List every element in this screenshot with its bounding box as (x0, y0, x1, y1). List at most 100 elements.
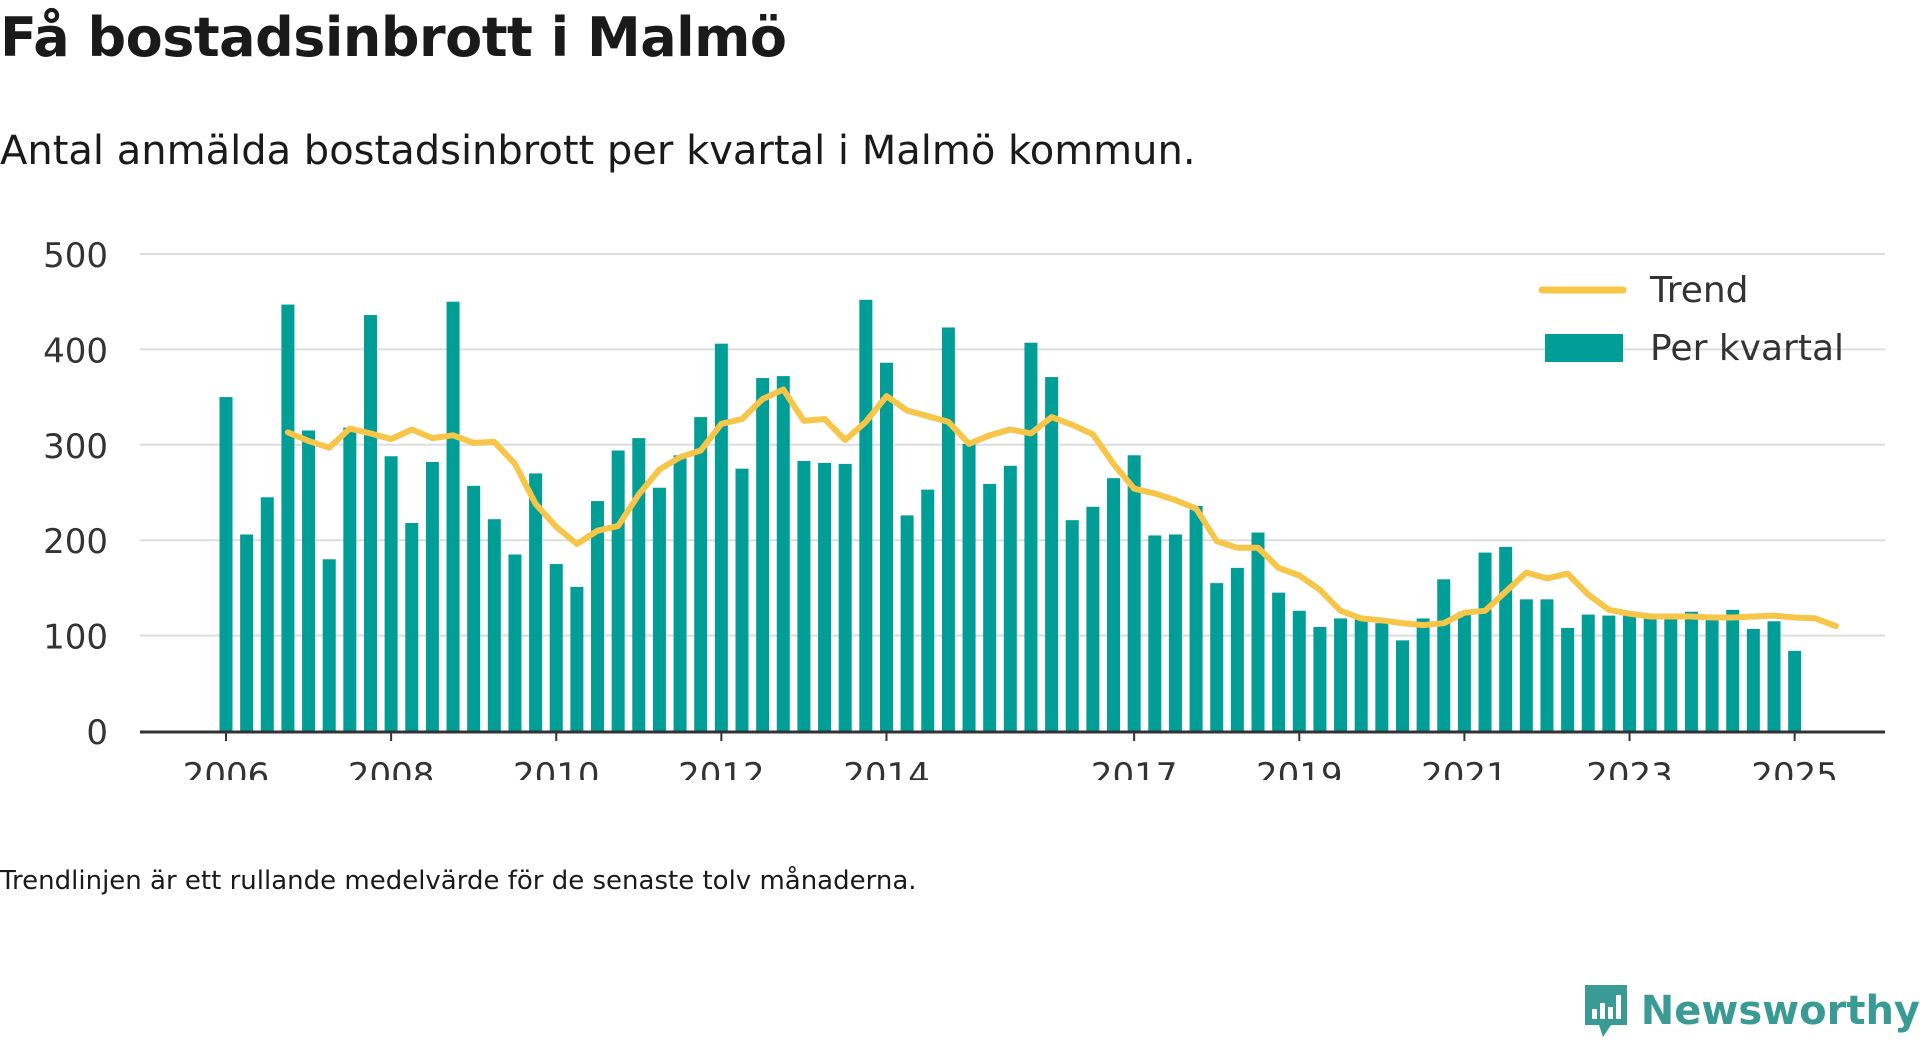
bar (921, 489, 935, 731)
x-tick-label: 2006 (183, 756, 270, 780)
x-tick-label: 2019 (1256, 756, 1343, 780)
bar (1003, 465, 1017, 731)
bar (1168, 534, 1182, 731)
bar (384, 456, 398, 731)
x-tick-label: 2010 (513, 756, 600, 780)
bar (879, 362, 893, 731)
bar (446, 301, 460, 731)
bar (900, 515, 914, 731)
bar (570, 586, 584, 731)
bar (673, 455, 687, 731)
bar (467, 485, 481, 731)
bar (591, 501, 605, 731)
bar (1313, 627, 1327, 731)
bar (1664, 615, 1678, 731)
legend-trend-label: Trend (1649, 270, 1749, 311)
x-tick-label: 2008 (348, 756, 435, 780)
x-tick-label: 2014 (843, 756, 930, 780)
trend-line (284, 386, 1839, 630)
y-tick-label: 400 (43, 331, 108, 371)
y-tick-label: 300 (43, 427, 108, 467)
bar (281, 304, 295, 731)
y-tick-label: 500 (43, 236, 108, 276)
newsworthy-logo-icon (1584, 985, 1627, 1037)
bar (363, 315, 377, 731)
bar (694, 417, 708, 731)
y-axis: 0 100 200 300 400 500 (43, 236, 108, 753)
newsworthy-logo: Newsworthy (1581, 980, 1920, 1042)
bar (1148, 535, 1162, 731)
bar (240, 534, 254, 731)
bar (776, 376, 790, 731)
bar (1189, 505, 1203, 731)
bar (1086, 506, 1100, 731)
bar (735, 468, 749, 731)
x-axis: 2006 2008 2010 2012 2014 2017 2019 2021 2023 2025 (183, 732, 1838, 780)
bar (1210, 583, 1224, 731)
bar (1416, 618, 1430, 731)
bar (1788, 650, 1802, 731)
bar (838, 463, 852, 731)
bar (962, 443, 976, 731)
bar (983, 483, 997, 731)
bar (714, 343, 728, 731)
bar (1581, 614, 1595, 731)
legend-bar-swatch (1545, 334, 1623, 362)
y-tick-label: 100 (43, 618, 108, 658)
y-tick-label: 200 (43, 522, 108, 562)
bar (797, 461, 811, 731)
x-tick-label: 2025 (1751, 756, 1838, 780)
x-tick-label: 2012 (678, 756, 765, 780)
bar (1230, 567, 1244, 731)
bar-series (219, 299, 1802, 731)
bar-line-chart: 0 100 200 300 400 500 2006 2008 2010 2012 2014 201… (43, 236, 1885, 780)
bar (1024, 342, 1038, 731)
bar (1726, 609, 1740, 731)
bar (1623, 612, 1637, 731)
bar (1437, 579, 1451, 731)
bar (549, 564, 563, 731)
bar (1767, 621, 1781, 731)
y-tick-label: 0 (86, 713, 108, 753)
x-tick-label: 2017 (1091, 756, 1178, 780)
bar (632, 438, 646, 731)
bar (1292, 610, 1306, 731)
bar (260, 497, 274, 731)
bar (529, 473, 543, 731)
bar (1457, 611, 1471, 731)
bar (302, 430, 316, 731)
bar (1065, 520, 1079, 731)
bar (1375, 623, 1389, 731)
bar (343, 427, 357, 731)
bar (1499, 546, 1513, 731)
bar (1127, 455, 1141, 731)
bar (1561, 627, 1575, 731)
bar (1746, 628, 1760, 731)
x-tick-label: 2021 (1421, 756, 1508, 780)
bar (1602, 615, 1616, 731)
bar (1272, 592, 1286, 731)
bar (1705, 619, 1719, 731)
bar (1540, 599, 1554, 731)
legend: Trend Per kvartal (1538, 270, 1844, 369)
bar (1643, 617, 1657, 731)
bar (1395, 640, 1409, 731)
bar (611, 450, 625, 731)
brand-name: Newsworthy (1640, 988, 1920, 1034)
chart-title: Få bostadsinbrott i Malmö (0, 6, 787, 69)
chart-subtitle: Antal anmälda bostadsinbrott per kvartal… (0, 128, 1196, 174)
bar (1478, 552, 1492, 731)
bar (652, 487, 666, 731)
bar (1684, 611, 1698, 731)
bar (859, 299, 873, 731)
bar (941, 327, 955, 731)
legend-bar-label: Per kvartal (1650, 328, 1844, 369)
bar (508, 554, 522, 731)
bar (219, 397, 233, 731)
bar (1251, 532, 1265, 731)
bar (756, 378, 770, 731)
bar (1107, 478, 1121, 731)
bar (405, 523, 419, 731)
bar (425, 461, 439, 731)
bar (1519, 599, 1533, 731)
